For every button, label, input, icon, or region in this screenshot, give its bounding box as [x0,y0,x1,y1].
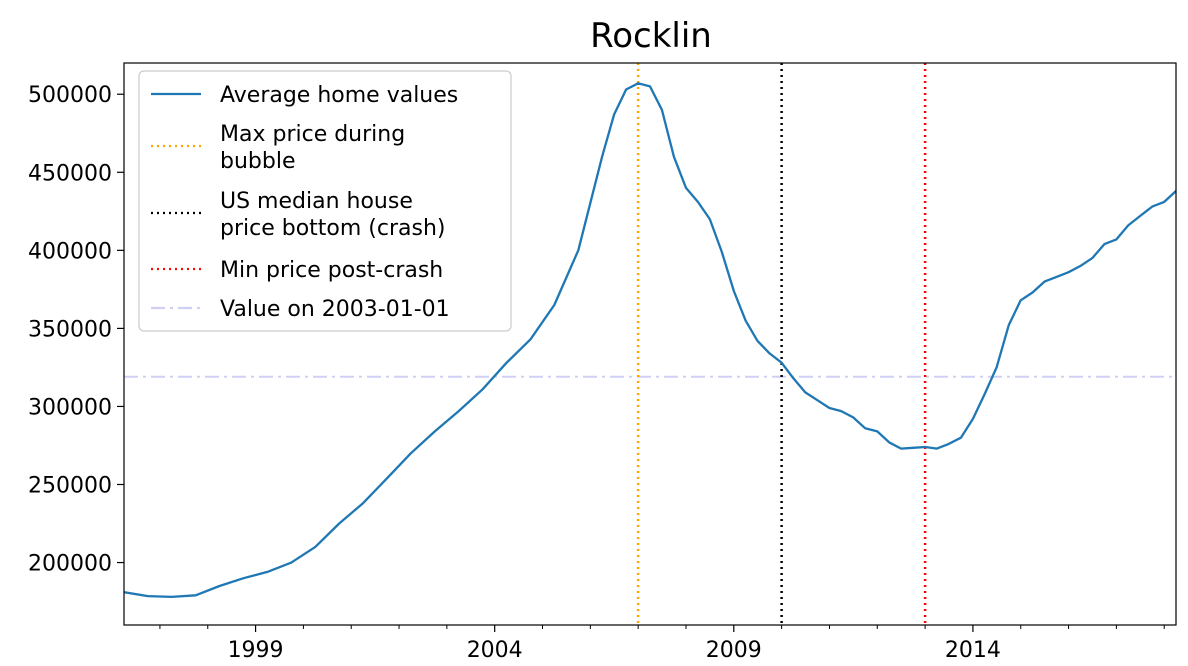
series-line-0 [124,82,1176,599]
legend-label: Min price post-crash [220,258,443,283]
y-tick-label: 450000 [28,161,112,186]
y-tick-label: 500000 [28,83,112,108]
legend-label: Value on 2003-01-01 [220,297,450,322]
legend-box [138,70,512,332]
x-tick-label: 1999 [228,638,284,663]
x-tick-label: 2009 [706,638,762,663]
legend: Average home values Max price during bubbl… [138,70,512,332]
axes-frame [123,62,1177,626]
legend-label: Average home values [220,83,458,108]
chart-title: Rocklin [590,16,712,56]
plot-area: 200000 250000 300000 350000 400000 450000 5000… [28,62,1177,663]
y-tick-label: 400000 [28,239,112,264]
legend-label: US median house price bottom (crash) [220,189,446,241]
y-tick-label: 350000 [28,317,112,342]
x-tick-label: 2004 [467,638,523,663]
y-tick-label: 300000 [28,395,112,420]
y-tick-label: 200000 [28,552,112,577]
x-tick-label: 2014 [945,638,1001,663]
legend-label: Max price during bubble [220,122,405,174]
y-tick-label: 250000 [28,474,112,499]
